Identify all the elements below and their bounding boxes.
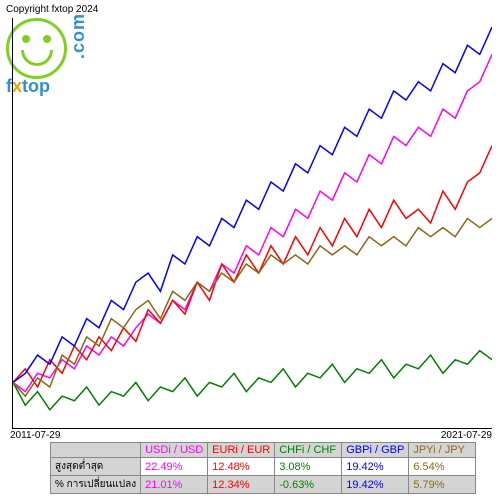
table-row: สูงสุดต่ำสุด 22.49% 12.48% 3.08% 19.42% … [51, 458, 476, 476]
cell: 21.01% [141, 476, 208, 494]
legend-table: USDi / USD EURi / EUR CHFi / CHF GBPi / … [50, 442, 476, 494]
col-eur: EURi / EUR [208, 443, 275, 458]
series-line [13, 351, 492, 410]
cell: 12.48% [208, 458, 275, 476]
col-gbp: GBPi / GBP [342, 443, 409, 458]
row-label-1: % การเปลี่ยนแปลง [51, 476, 141, 494]
cell: -0.63% [275, 476, 342, 494]
cell: 19.42% [342, 458, 409, 476]
col-jpy: JPYi / JPY [409, 443, 476, 458]
table-row: % การเปลี่ยนแปลง 21.01% 12.34% -0.63% 19… [51, 476, 476, 494]
cell: 6.54% [409, 458, 476, 476]
cell: 3.08% [275, 458, 342, 476]
series-line [13, 27, 492, 382]
col-chf: CHFi / CHF [275, 443, 342, 458]
col-usd: USDi / USD [141, 443, 208, 458]
cell: 5.79% [409, 476, 476, 494]
x-axis-end-label: 2021-07-29 [441, 430, 492, 441]
chart-canvas [13, 18, 492, 428]
cell: 19.42% [342, 476, 409, 494]
cell: 12.34% [208, 476, 275, 494]
cell: 22.49% [141, 458, 208, 476]
table-corner [51, 443, 141, 458]
line-chart [12, 18, 492, 429]
x-axis-start-label: 2011-07-29 [10, 430, 60, 441]
series-line [13, 218, 492, 396]
row-label-0: สูงสุดต่ำสุด [51, 458, 141, 476]
